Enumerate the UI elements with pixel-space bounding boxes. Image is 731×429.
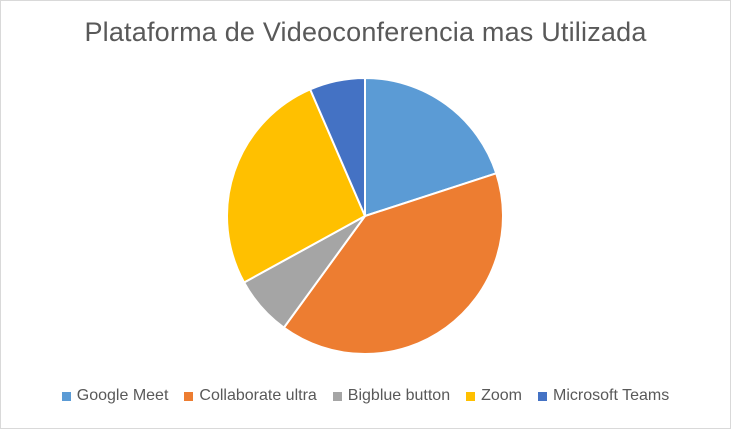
legend-item-bigblue-button: Bigblue button [332,387,451,405]
chart-title: Plataforma de Videoconferencia mas Utili… [84,17,647,47]
legend-swatch [61,391,71,401]
legend-label: Zoom [481,387,523,404]
legend-swatch [332,391,342,401]
legend: Google Meet Collaborate ultra Bigblue butt… [1,387,730,405]
legend-item-collaborate-ultra: Collaborate ultra [184,387,317,405]
legend-swatch [466,391,476,401]
legend-label: Microsoft Teams [553,387,670,404]
pie-slice-microsoft-teams [309,77,366,217]
legend-swatch [538,391,548,401]
legend-label: Collaborate ultra [199,387,317,404]
legend-label: Google Meet [76,387,169,404]
legend-item-zoom: Zoom [466,387,522,405]
legend-swatch [184,391,194,401]
pie-slice-google-meet [364,77,498,217]
legend-label: Bigblue button [347,387,451,404]
legend-item-google-meet: Google Meet [61,387,169,405]
legend-item-microsoft-teams: Microsoft Teams [538,387,669,405]
pie-slice-collaborate-ultra [282,172,504,355]
